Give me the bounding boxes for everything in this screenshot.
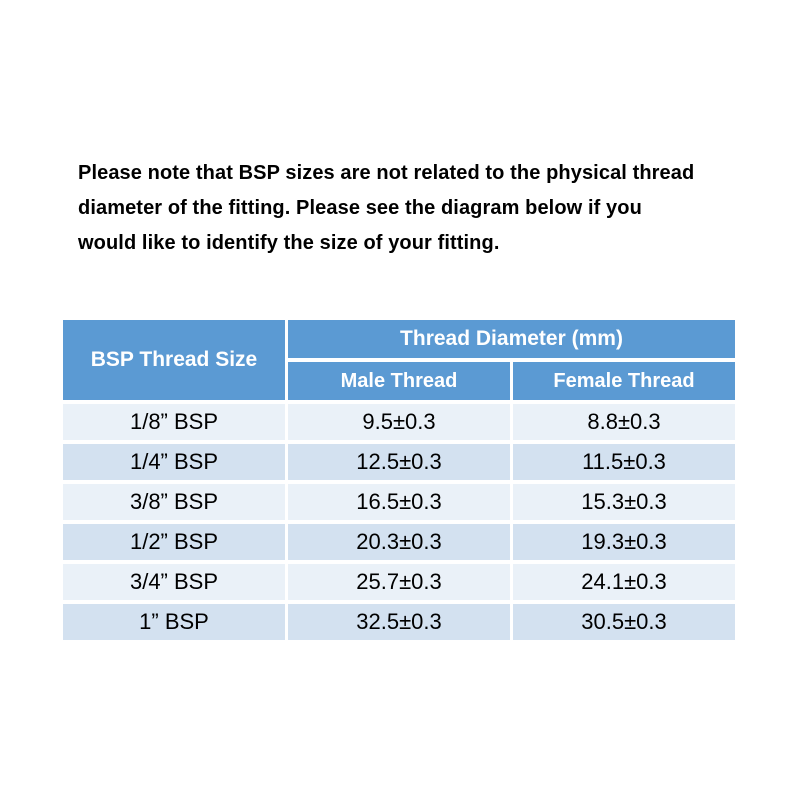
male-diameter-cell: 9.5±0.3 (288, 404, 510, 440)
bsp-size-cell: 1” BSP (63, 604, 285, 640)
male-diameter-cell: 20.3±0.3 (288, 524, 510, 560)
bsp-size-cell: 3/8” BSP (63, 484, 285, 520)
male-thread-header: Male Thread (288, 362, 510, 400)
intro-line: Please note that BSP sizes are not relat… (78, 162, 695, 184)
bsp-size-cell: 1/4” BSP (63, 444, 285, 480)
bsp-size-cell: 1/8” BSP (63, 404, 285, 440)
female-diameter-cell: 15.3±0.3 (513, 484, 735, 520)
male-diameter-cell: 12.5±0.3 (288, 444, 510, 480)
female-diameter-cell: 11.5±0.3 (513, 444, 735, 480)
female-diameter-cell: 24.1±0.3 (513, 564, 735, 600)
intro-line: would like to identify the size of your … (78, 232, 500, 254)
intro-paragraph: Please note that BSP sizes are not relat… (78, 156, 738, 261)
bsp-thread-size-header: BSP Thread Size (63, 320, 285, 400)
bsp-size-cell: 1/2” BSP (63, 524, 285, 560)
female-thread-header: Female Thread (513, 362, 735, 400)
male-diameter-cell: 16.5±0.3 (288, 484, 510, 520)
bsp-size-table: BSP Thread Size Thread Diameter (mm) Mal… (63, 320, 735, 640)
intro-line: diameter of the fitting. Please see the … (78, 197, 642, 219)
female-diameter-cell: 8.8±0.3 (513, 404, 735, 440)
male-diameter-cell: 32.5±0.3 (288, 604, 510, 640)
female-diameter-cell: 30.5±0.3 (513, 604, 735, 640)
female-diameter-cell: 19.3±0.3 (513, 524, 735, 560)
male-diameter-cell: 25.7±0.3 (288, 564, 510, 600)
thread-diameter-header: Thread Diameter (mm) (288, 320, 735, 358)
bsp-size-cell: 3/4” BSP (63, 564, 285, 600)
